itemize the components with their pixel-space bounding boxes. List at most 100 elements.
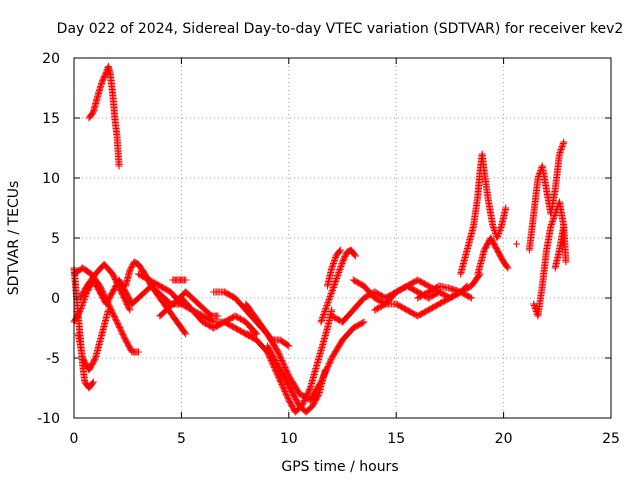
data-point — [493, 234, 501, 242]
data-point — [558, 144, 566, 152]
data-point — [359, 319, 367, 327]
data-point — [320, 311, 328, 318]
data-point — [326, 293, 334, 300]
data-point — [550, 215, 558, 222]
data-point — [325, 297, 333, 305]
data-point — [336, 264, 344, 272]
data-point — [326, 294, 334, 302]
data-point — [102, 70, 110, 78]
data-point — [321, 308, 329, 315]
x-tick-label: 15 — [387, 431, 405, 447]
axis-ticks — [73, 57, 612, 419]
data-point — [530, 302, 538, 309]
data-point — [331, 279, 339, 287]
data-point — [321, 366, 329, 374]
data-point — [332, 278, 340, 285]
series-arc-27 — [530, 198, 568, 320]
data-point — [329, 260, 337, 267]
data-point — [328, 263, 336, 270]
x-tick-label: 20 — [495, 431, 513, 447]
y-tick-label: 5 — [51, 231, 60, 247]
data-point — [325, 296, 333, 303]
data-point — [549, 216, 557, 224]
data-point — [335, 269, 343, 276]
data-point — [328, 288, 336, 296]
data-point — [335, 247, 343, 255]
data-point — [328, 287, 336, 294]
data-point — [79, 299, 87, 306]
data-point — [320, 309, 328, 317]
data-point — [329, 284, 337, 291]
data-point — [323, 300, 331, 308]
data-point — [555, 150, 563, 158]
data-point — [104, 306, 112, 314]
data-point — [253, 330, 261, 338]
x-axis-label: GPS time / hours — [281, 459, 398, 475]
data-point — [351, 252, 359, 260]
y-tick-label: 20 — [42, 51, 60, 67]
data-point — [551, 212, 559, 219]
data-point — [78, 303, 86, 311]
data-point — [512, 240, 520, 248]
data-point — [322, 305, 330, 312]
data-point — [182, 276, 190, 284]
y-tick-label: 15 — [42, 111, 60, 127]
data-point — [337, 261, 345, 269]
data-point — [548, 218, 556, 225]
data-point — [503, 263, 511, 271]
data-point — [351, 251, 359, 259]
data-point — [550, 213, 558, 221]
y-tick-label: -10 — [37, 411, 60, 427]
data-point — [494, 233, 502, 240]
data-point — [562, 258, 570, 266]
data-point — [285, 342, 293, 350]
data-point — [489, 222, 497, 230]
data-point — [319, 312, 327, 320]
data-point — [332, 276, 340, 284]
x-tick-label: 0 — [70, 431, 79, 447]
data-point — [556, 149, 564, 156]
data-point — [495, 228, 503, 236]
data-point — [306, 385, 314, 393]
data-point — [331, 255, 339, 263]
series-arc-11 — [177, 294, 261, 338]
y-axis-label: SDTVAR / TECUs — [6, 181, 22, 296]
data-point — [558, 143, 566, 150]
data-point — [496, 227, 504, 234]
data-point — [547, 221, 555, 228]
data-point — [380, 301, 388, 309]
series-arc-10 — [169, 276, 190, 284]
data-point — [551, 210, 559, 218]
data-point — [337, 263, 345, 270]
data-point — [547, 222, 555, 230]
series-arc-16 — [263, 342, 329, 416]
data-point — [181, 329, 189, 337]
series-arc-17 — [317, 246, 359, 326]
data-point — [328, 306, 336, 314]
data-point — [333, 275, 341, 282]
data-point — [496, 225, 504, 233]
data-point — [327, 290, 335, 297]
data-point — [559, 141, 567, 149]
data-point — [502, 204, 510, 212]
data-point — [76, 306, 84, 314]
data-point — [77, 305, 85, 312]
y-tick-label: 10 — [42, 171, 60, 187]
data-point — [115, 162, 123, 170]
data-point — [126, 306, 134, 314]
data-point — [317, 318, 325, 326]
data-point — [318, 315, 326, 323]
data-point — [559, 140, 567, 147]
series-arc-4 — [70, 264, 142, 356]
data-point — [497, 224, 505, 231]
data-point — [321, 306, 329, 314]
series-arc-12 — [182, 288, 222, 320]
data-point — [336, 246, 344, 254]
data-point — [324, 299, 332, 306]
data-point — [334, 272, 342, 279]
data-point — [494, 231, 502, 239]
series-arc-21 — [371, 270, 484, 320]
data-point — [467, 294, 475, 302]
series-arc-23 — [457, 150, 510, 278]
